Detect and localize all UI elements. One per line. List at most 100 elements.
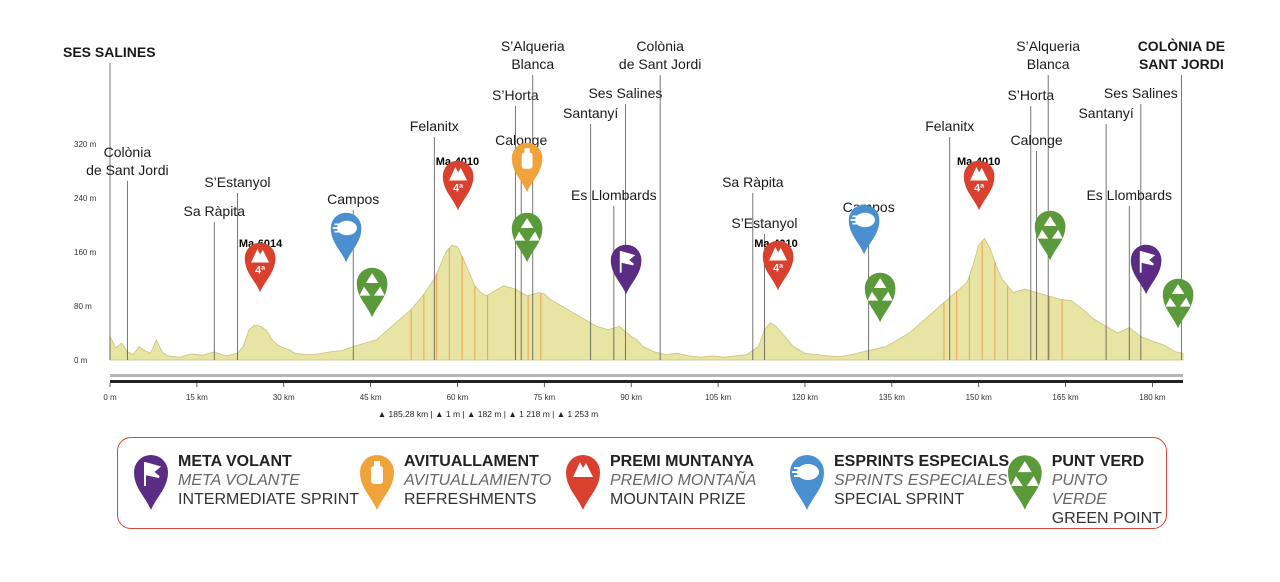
bottle-icon <box>521 152 533 169</box>
green-marker <box>864 272 896 323</box>
y-tick-label: 320 m <box>74 140 97 149</box>
flag-icon <box>619 251 636 273</box>
location-label: Santanyí <box>563 105 618 121</box>
meta-volant-icon <box>134 455 168 510</box>
mountain-icon <box>769 247 788 261</box>
recycle-icon <box>359 273 385 296</box>
legend-label: META VOLANT <box>178 453 292 470</box>
location-label: Blanca <box>1027 56 1070 72</box>
location-label: Colònia <box>636 38 684 54</box>
legend-label-en: SPECIAL SPRINT <box>834 491 965 508</box>
special-sprint-icon <box>790 455 824 510</box>
sprint-marker <box>848 204 880 255</box>
legend-label: PUNT VERD <box>1051 453 1145 470</box>
y-tick-label: 240 m <box>74 194 97 203</box>
location-label: SANT JORDI <box>1139 56 1224 72</box>
mountain-marker: 4ª <box>244 242 276 293</box>
mountain-icon <box>449 167 468 181</box>
axis-bar <box>110 380 1183 383</box>
legend-label-en: GREEN POINT <box>1051 510 1162 527</box>
meta-marker <box>1130 244 1162 295</box>
x-tick-label: 165 km <box>1052 393 1079 402</box>
green-marker <box>511 212 543 263</box>
location-label: S’Alqueria <box>501 38 565 54</box>
legend-label-es: PUNTO VERDE <box>1051 472 1108 508</box>
location-label: Felanitx <box>925 118 974 134</box>
y-tick-label: 80 m <box>74 302 92 311</box>
x-tick-label: 15 km <box>186 393 208 402</box>
elevation-profile-chart: 0 m 80 m 160 m 240 m 320 m SES SALINES Colònia… <box>63 37 1225 419</box>
location-label: S’Horta <box>492 87 539 103</box>
location-label: Blanca <box>511 56 554 72</box>
category-label: 4ª <box>453 182 463 194</box>
location-label: Campos <box>327 191 379 207</box>
legend-item-meta: META VOLANT META VOLANTE INTERMEDIATE SP… <box>132 452 359 512</box>
location-label: Ses Salines <box>588 85 662 101</box>
location-label: SES SALINES <box>63 44 156 60</box>
x-tick-label: 150 km <box>966 393 993 402</box>
y-tick-label: 160 m <box>74 248 97 257</box>
legend-label-es: SPRINTS ESPECIALES <box>834 472 1008 489</box>
x-tick-label: 180 km <box>1139 393 1166 402</box>
mountain-icon <box>251 249 270 263</box>
food-marker <box>511 142 543 193</box>
location-label: Es Llombards <box>571 187 657 203</box>
location-label: COLÒNIA DE <box>1138 37 1225 54</box>
location-label: Felanitx <box>410 118 459 134</box>
green-marker <box>1034 210 1066 261</box>
x-tick-label: 105 km <box>705 393 732 402</box>
location-label: Colònia <box>104 144 152 160</box>
mountain-icon <box>573 462 593 477</box>
legend-item-green: PUNT VERD PUNTO VERDE GREEN POINT <box>1006 452 1166 528</box>
recycle-icon <box>1037 216 1063 239</box>
location-label: S’Horta <box>1007 87 1054 103</box>
sprint-icon <box>337 220 357 236</box>
x-tick-label: 45 km <box>360 393 382 402</box>
category-label: 4ª <box>773 262 783 274</box>
mountain-marker: 4ª <box>442 160 474 211</box>
location-label: Calonge <box>1011 132 1063 148</box>
location-label: de Sant Jordi <box>619 56 702 72</box>
x-tick-label: 135 km <box>879 393 906 402</box>
legend-item-food: AVITUALLAMENT AVITUALLAMIENTO REFRESHMEN… <box>358 452 551 512</box>
legend-label: PREMI MUNTANYA <box>610 453 755 470</box>
x-tick-label: 0 m <box>103 393 117 402</box>
legend-item-mountain: PREMI MUNTANYA PREMIO MONTAÑA MOUNTAIN P… <box>564 452 756 512</box>
location-label: de Sant Jordi <box>86 162 169 178</box>
green-point-icon <box>1007 455 1042 510</box>
elevation-area <box>109 237 1184 361</box>
refreshments-icon <box>360 455 394 510</box>
meta-marker <box>610 244 642 295</box>
location-label: S’Estanyol <box>204 174 270 190</box>
mountain-icon <box>970 167 989 181</box>
location-label: Santanyí <box>1078 105 1133 121</box>
location-label: S’Estanyol <box>731 215 797 231</box>
green-marker <box>1162 278 1194 329</box>
location-label: Es Llombards <box>1086 187 1172 203</box>
green-marker <box>356 267 388 318</box>
mountain-prize-icon <box>566 455 600 510</box>
recycle-icon <box>867 278 893 301</box>
flag-icon <box>1139 251 1156 273</box>
bottle-icon <box>371 466 383 484</box>
location-label: Calonge <box>495 132 547 148</box>
mountain-marker: 4ª <box>963 160 995 211</box>
category-label: 4ª <box>974 182 984 194</box>
legend-label-es: META VOLANTE <box>178 472 300 489</box>
x-tick-label: 90 km <box>620 393 642 402</box>
location-label: S’Alqueria <box>1016 38 1080 54</box>
legend-label: AVITUALLAMENT <box>404 453 539 470</box>
sprint-icon <box>797 464 819 480</box>
legend-box: META VOLANT META VOLANTE INTERMEDIATE SP… <box>117 437 1167 529</box>
legend-label-en: INTERMEDIATE SPRINT <box>178 491 360 508</box>
category-label: 4ª <box>255 264 265 276</box>
recycle-icon <box>1010 461 1039 486</box>
x-tick-label: 120 km <box>792 393 819 402</box>
location-label: Sa Ràpita <box>184 203 246 219</box>
legend-label-es: AVITUALLAMIENTO <box>404 472 552 489</box>
y-tick-label: 0 m <box>74 356 88 365</box>
recycle-icon <box>1165 284 1191 307</box>
x-tick-label: 30 km <box>273 393 295 402</box>
axis-bar <box>110 374 1183 377</box>
sprint-marker <box>330 212 362 263</box>
